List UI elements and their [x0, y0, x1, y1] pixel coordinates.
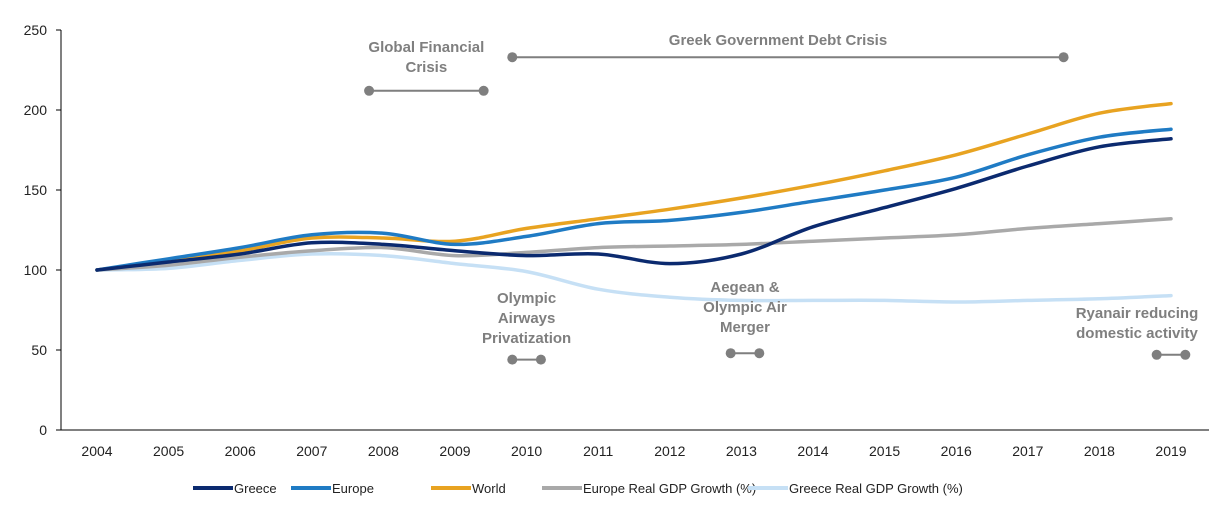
series-line-europe — [95, 127, 1173, 272]
annotation-range-end-marker — [1180, 349, 1191, 360]
y-tick-label: 250 — [24, 22, 48, 38]
annotation-ryanair: Ryanair reducing domestic activity — [1076, 305, 1199, 360]
annotation-range-start-marker — [507, 354, 518, 365]
legend-label: Europe Real GDP Growth (%) — [583, 481, 756, 496]
annotation-label-line: Olympic — [497, 290, 556, 307]
x-tick-label: 2014 — [797, 443, 828, 459]
x-axis-ticks: 2004 2005 2006 2007 2008 2009 2010 2011 2012 2013… — [81, 443, 1186, 459]
y-tick-label: 50 — [31, 342, 47, 358]
legend: Greece Europe World Europe Real GDP Growth … — [193, 481, 963, 496]
legend-label: Greece Real GDP Growth (%) — [789, 481, 963, 496]
x-tick-label: 2007 — [296, 443, 327, 459]
y-tick-label: 100 — [24, 262, 48, 278]
annotation-label-line: Greek Government Debt Crisis — [669, 32, 887, 49]
annotation-range-start-marker — [364, 85, 375, 96]
annotation-gdc: Greek Government Debt Crisis — [507, 32, 1069, 63]
y-axis-ticks: 0 50 100 150 200 250 — [24, 22, 61, 438]
annotation-label-line: Ryanair reducing — [1076, 305, 1199, 322]
annotation-range-end-marker — [535, 354, 546, 365]
x-tick-label: 2016 — [941, 443, 972, 459]
x-tick-label: 2017 — [1012, 443, 1043, 459]
x-tick-label: 2005 — [153, 443, 184, 459]
x-tick-label: 2009 — [439, 443, 470, 459]
annotation-range-start-marker — [725, 348, 736, 359]
annotation-range-start-marker — [507, 52, 518, 63]
series-line-world — [95, 101, 1173, 272]
annotation-label-line: Merger — [720, 319, 770, 336]
legend-item: World — [431, 481, 506, 496]
annotation-label-line: Privatization — [482, 330, 571, 347]
x-tick-label: 2015 — [869, 443, 900, 459]
x-tick-label: 2019 — [1155, 443, 1186, 459]
y-tick-label: 200 — [24, 102, 48, 118]
x-tick-label: 2008 — [368, 443, 399, 459]
x-tick-label: 2018 — [1084, 443, 1115, 459]
annotation-label-line: Olympic Air — [703, 299, 787, 316]
annotation-gfc: Global Financial Crisis — [364, 39, 489, 96]
legend-label: Europe — [332, 481, 374, 496]
series-line-europe-real-gdp-growth — [95, 217, 1173, 272]
annotation-label-line: Airways — [498, 310, 556, 327]
annotation-range-start-marker — [1151, 349, 1162, 360]
legend-label: Greece — [234, 481, 277, 496]
legend-item: Greece Real GDP Growth (%) — [748, 481, 963, 496]
annotations: Global Financial Crisis Greek Government D… — [364, 32, 1199, 365]
y-tick-label: 0 — [39, 422, 47, 438]
annotation-aegean: Aegean & Olympic Air Merger — [703, 279, 787, 359]
series-line-greece — [95, 137, 1173, 272]
annotation-olympic: Olympic Airways Privatization — [482, 290, 571, 365]
axes — [60, 30, 1209, 431]
legend-item: Europe Real GDP Growth (%) — [542, 481, 756, 496]
annotation-range-end-marker — [478, 85, 489, 96]
annotation-range-end-marker — [754, 348, 765, 359]
legend-item: Europe — [291, 481, 374, 496]
x-tick-label: 2004 — [81, 443, 112, 459]
x-tick-label: 2012 — [654, 443, 685, 459]
annotation-label-line: domestic activity — [1076, 325, 1198, 342]
legend-label: World — [472, 481, 506, 496]
x-tick-label: 2006 — [225, 443, 256, 459]
annotation-range-end-marker — [1058, 52, 1069, 63]
annotation-label-line: Global Financial — [368, 39, 484, 56]
annotation-label-line: Crisis — [406, 59, 448, 76]
y-tick-label: 150 — [24, 182, 48, 198]
annotation-label-line: Aegean & — [710, 279, 779, 296]
series-line-greece-real-gdp-growth — [95, 251, 1173, 304]
series-lines — [95, 101, 1173, 304]
x-tick-label: 2011 — [583, 443, 613, 459]
x-tick-label: 2010 — [511, 443, 542, 459]
legend-item: Greece — [193, 481, 277, 496]
x-tick-label: 2013 — [726, 443, 757, 459]
